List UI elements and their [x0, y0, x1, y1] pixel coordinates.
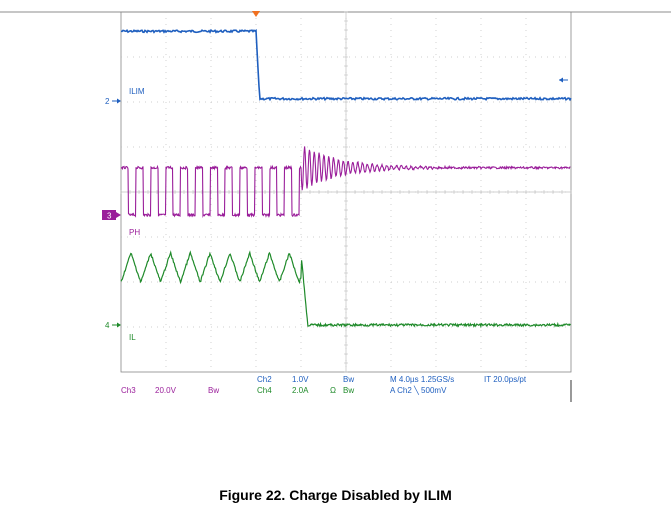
- trace-label-il: IL: [129, 333, 136, 342]
- channel-markers: 2 ILIM 3 PH 4 IL: [102, 11, 568, 342]
- ch4-readout-name: Ch4: [257, 386, 272, 395]
- ch4-readout-scale: 2.0A: [292, 386, 309, 395]
- trace-ilim: [120, 28, 572, 102]
- trace-ph: [120, 146, 571, 219]
- ch3-readout-name: Ch3: [121, 386, 136, 395]
- ch3-ground-arrow: [116, 212, 121, 218]
- trace-il: [120, 250, 571, 329]
- ch4-readout-ohm: Ω: [330, 386, 336, 395]
- readout-bar: Ch3 20.0V Bw Ch2 1.0V Bw Ch4 2.0A Ω Bw M…: [121, 375, 527, 395]
- waveform-traces: [120, 28, 572, 329]
- ch4-readout-bw: Bw: [343, 386, 354, 395]
- interpolation-readout: IT 20.0ps/pt: [484, 375, 527, 384]
- graticule: [120, 11, 572, 373]
- ch2-readout-scale: 1.0V: [292, 375, 309, 384]
- ch3-ground-marker-box: [102, 210, 116, 220]
- ch3-readout-bw: Bw: [208, 386, 219, 395]
- trigger-readout: A Ch2 ╲ 500mV: [390, 385, 447, 395]
- ground-arrow-head: [117, 98, 121, 104]
- figure-caption: Figure 22. Charge Disabled by ILIM: [219, 487, 452, 503]
- ch2-readout-bw: Bw: [343, 375, 354, 384]
- trace-label-ilim: ILIM: [129, 87, 145, 96]
- ground-arrow-head: [117, 322, 121, 328]
- trace-label-ph: PH: [129, 228, 140, 237]
- horizontal-readout: M 4.0µs 1.25GS/s: [390, 375, 454, 384]
- ch3-readout-scale: 20.0V: [155, 386, 177, 395]
- trigger-level-arrow: [559, 77, 563, 83]
- trigger-position-marker: [252, 11, 260, 17]
- ch2-ground-marker-label: 2: [105, 97, 110, 106]
- ch4-ground-marker-label: 4: [105, 321, 110, 330]
- ch3-ground-marker-label: 3: [107, 212, 112, 221]
- ch2-readout-name: Ch2: [257, 375, 272, 384]
